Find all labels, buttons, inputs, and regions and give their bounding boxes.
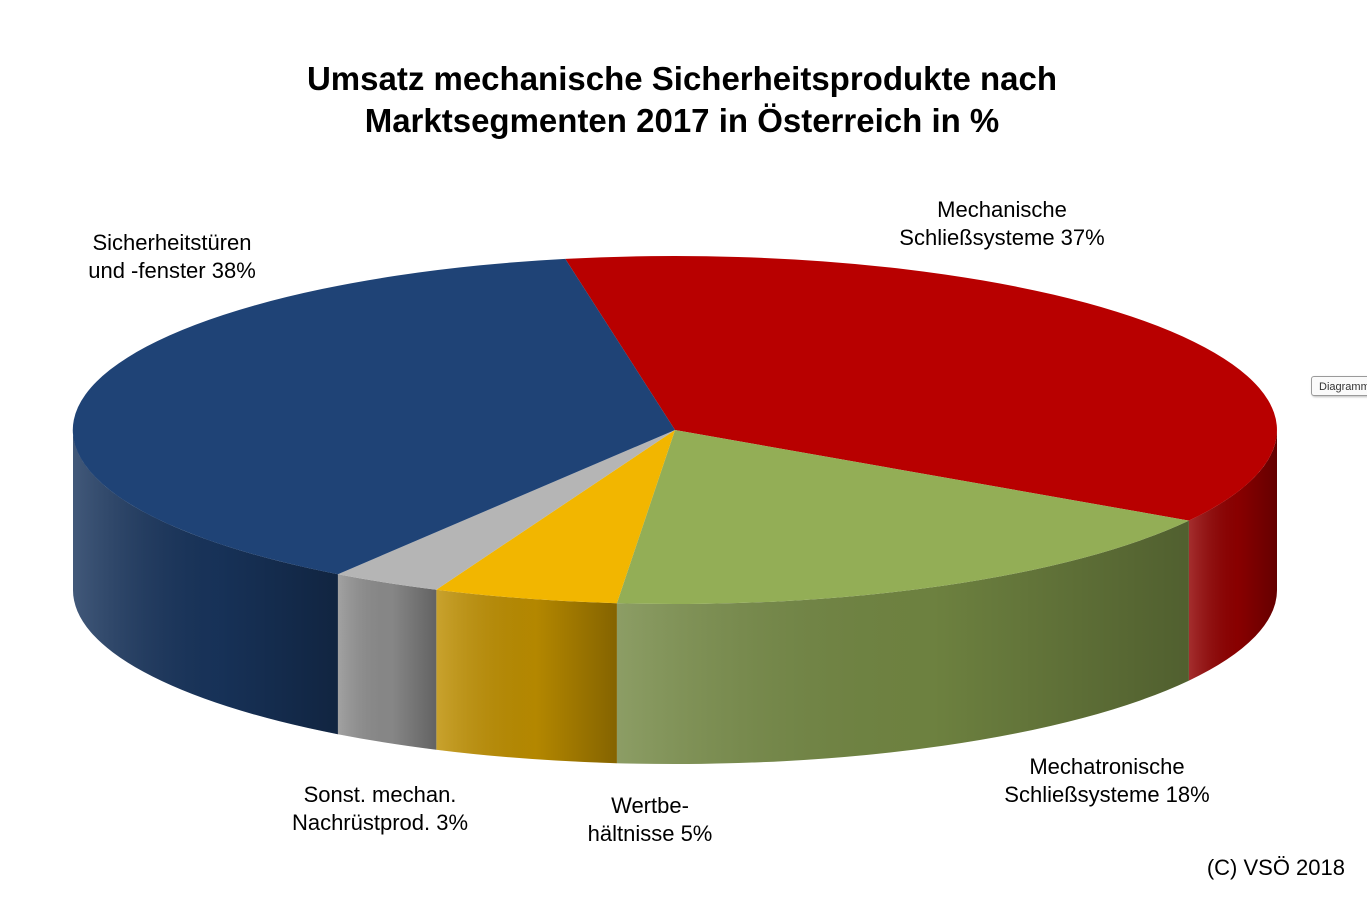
pie-side-walls	[72, 430, 1277, 765]
slice-label-mechatronische: Mechatronische Schließsysteme 18%	[967, 753, 1247, 809]
copyright-note: (C) VSÖ 2018	[1206, 855, 1345, 880]
slice-label-line: hältnisse 5%	[587, 821, 713, 846]
slice-label-line: Sicherheitstüren	[92, 230, 252, 255]
slice-label-sonstige: Sonst. mechan. Nachrüstprod. 3%	[270, 781, 490, 837]
slice-label-line: Wertbe-	[611, 793, 689, 818]
slice-label-line: Sonst. mechan.	[303, 782, 457, 807]
pie-top-slices	[72, 255, 1277, 605]
slice-side-shading	[72, 430, 338, 735]
slice-side-shading	[436, 589, 617, 764]
slice-label-line: Mechatronische	[1029, 754, 1185, 779]
slice-label-mechanische: Mechanische Schließsysteme 37%	[872, 196, 1132, 252]
pie-slice-2	[436, 430, 675, 604]
slice-label-wertbehaeltnisse: Wertbe- hältnisse 5%	[560, 792, 740, 848]
slice-side-shading	[1188, 430, 1277, 681]
slice-label-line: Schließsysteme 37%	[899, 225, 1105, 250]
slice-label-sicherheitstueren: Sicherheitstüren und -fenster 38%	[52, 229, 292, 285]
chart-title: Umsatz mechanische Sicherheitsprodukte n…	[182, 58, 1182, 142]
chart-title-line-2: Marktsegmenten 2017 in Österreich in %	[364, 102, 1000, 139]
slice-label-line: Mechanische	[937, 197, 1067, 222]
chart-area-tab[interactable]: Diagramm	[1311, 376, 1367, 396]
pie-slice-4	[72, 258, 675, 575]
slice-side-shading	[337, 574, 437, 750]
pie-slice-1	[616, 430, 1189, 605]
slice-label-line: Schließsysteme 18%	[1004, 782, 1210, 807]
chart-title-line-1: Umsatz mechanische Sicherheitsprodukte n…	[306, 60, 1058, 97]
slice-label-line: Nachrüstprod. 3%	[291, 810, 469, 835]
pie-slice-3	[337, 430, 675, 590]
pie-slice-0	[565, 255, 1277, 521]
slice-side-shading	[616, 520, 1189, 765]
slice-label-line: und -fenster 38%	[88, 258, 256, 283]
